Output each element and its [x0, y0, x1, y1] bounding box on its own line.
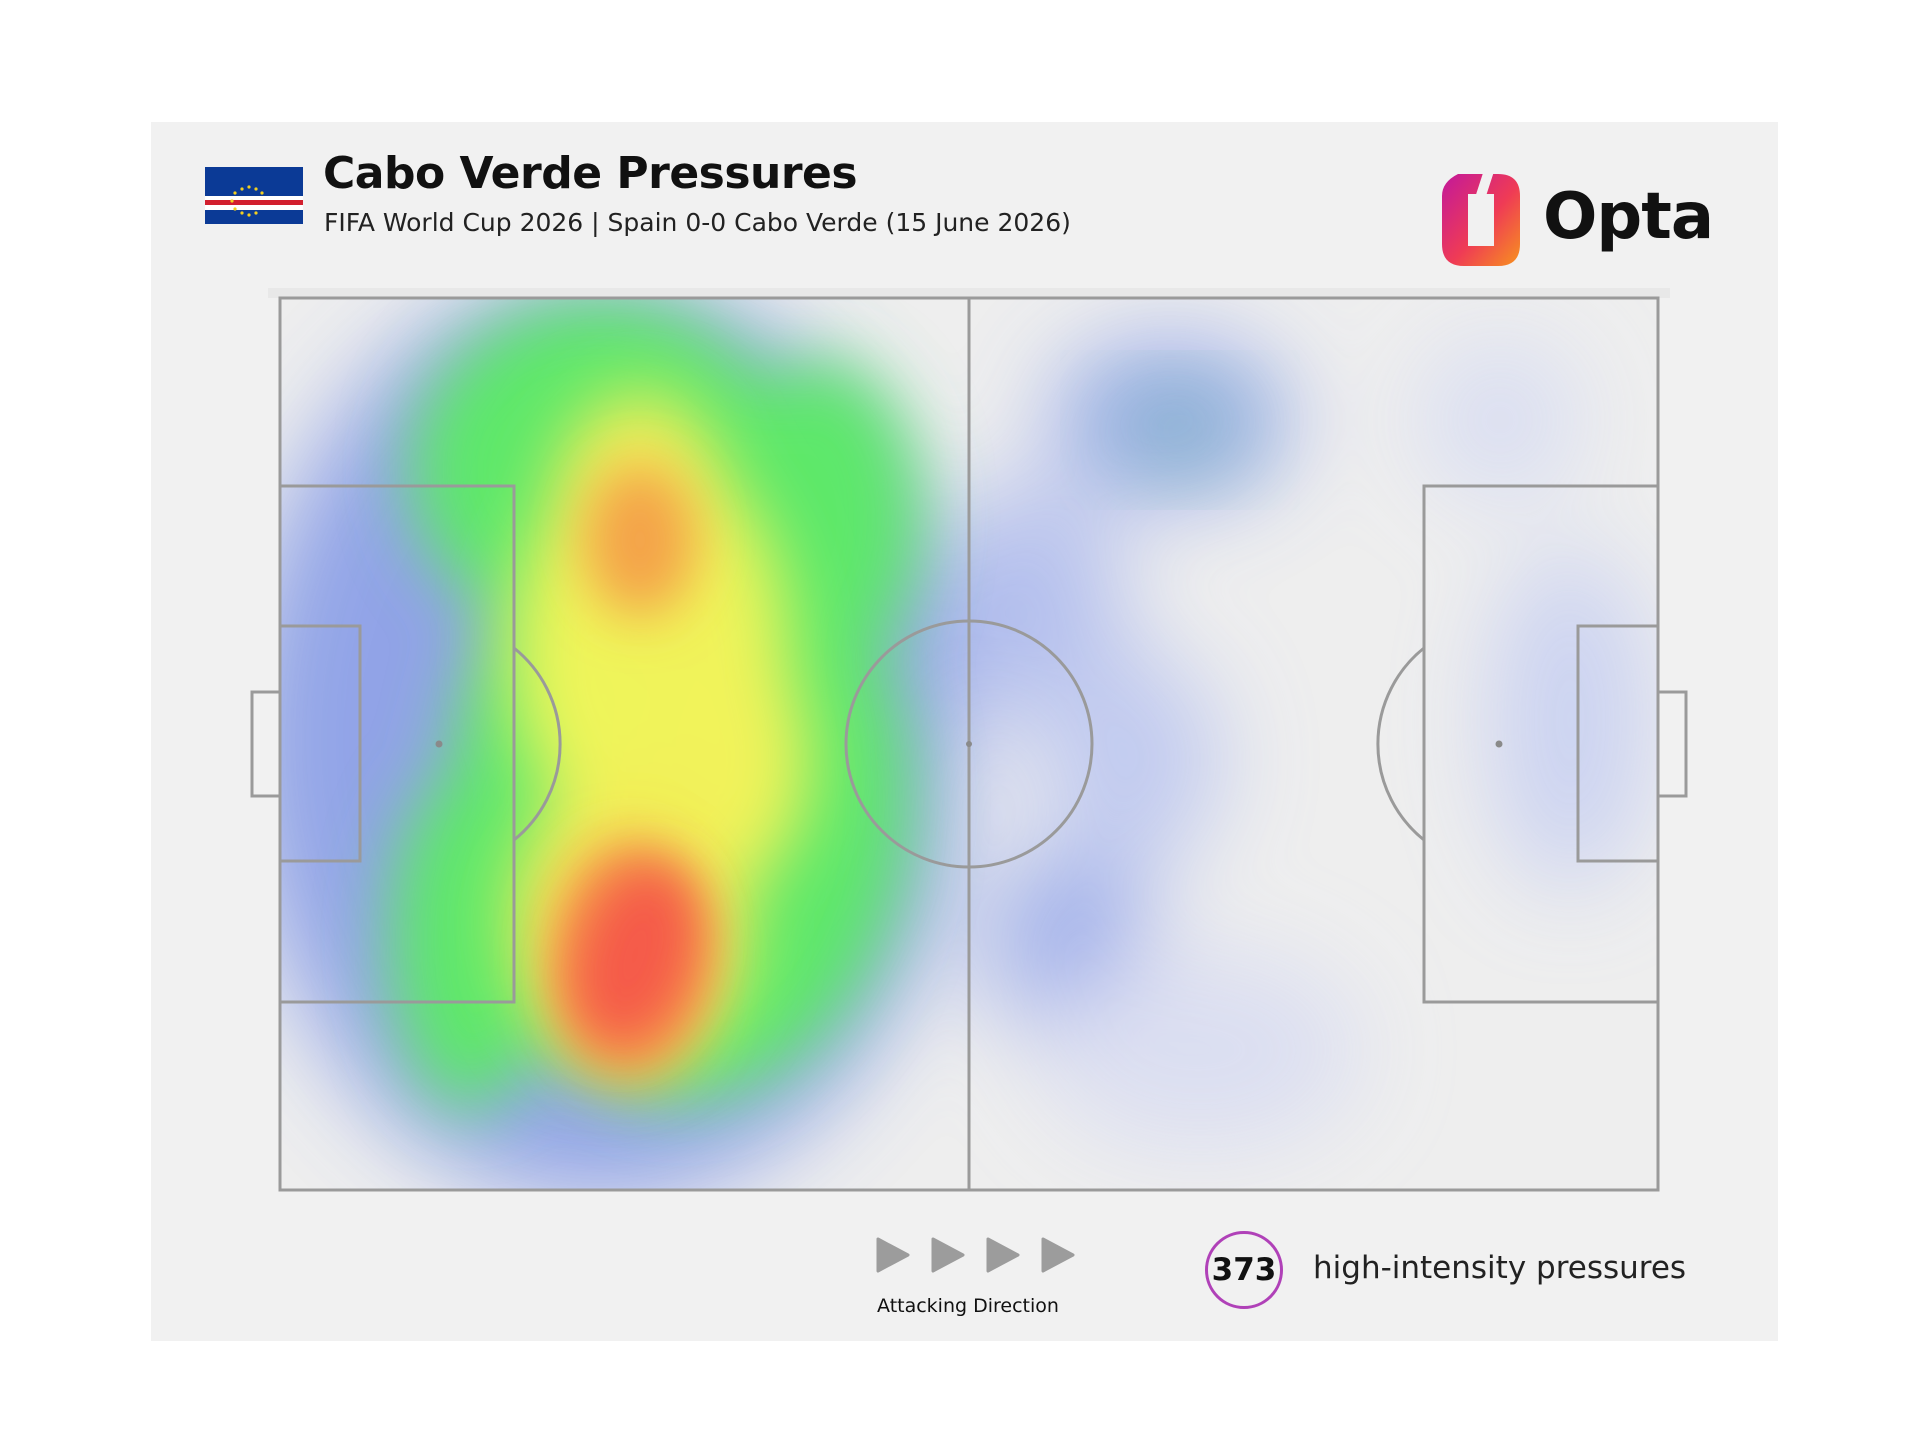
cabo-verde-flag-icon	[205, 167, 303, 224]
pressure-count-label: high-intensity pressures	[1313, 1250, 1687, 1286]
left-penalty-spot	[435, 740, 443, 748]
page-title: Cabo Verde Pressures	[323, 148, 858, 199]
centre-spot	[966, 741, 972, 747]
pitch-top-shadow	[268, 288, 1670, 298]
match-subtitle: FIFA World Cup 2026 | Spain 0-0 Cabo Ver…	[324, 208, 1071, 237]
pitch-lines	[250, 296, 1688, 1192]
attacking-direction-arrow-icon	[876, 1237, 1075, 1273]
right-penalty-spot	[1495, 740, 1503, 748]
pressure-count-value: 373	[1211, 1252, 1277, 1288]
heatmap-layer	[280, 298, 1650, 1190]
opta-logo-icon	[1442, 168, 1520, 266]
opta-logo-text: Opta	[1543, 180, 1714, 254]
attacking-direction-label: Attacking Direction	[877, 1295, 1059, 1317]
pressure-count-badge: 373	[1205, 1231, 1283, 1309]
